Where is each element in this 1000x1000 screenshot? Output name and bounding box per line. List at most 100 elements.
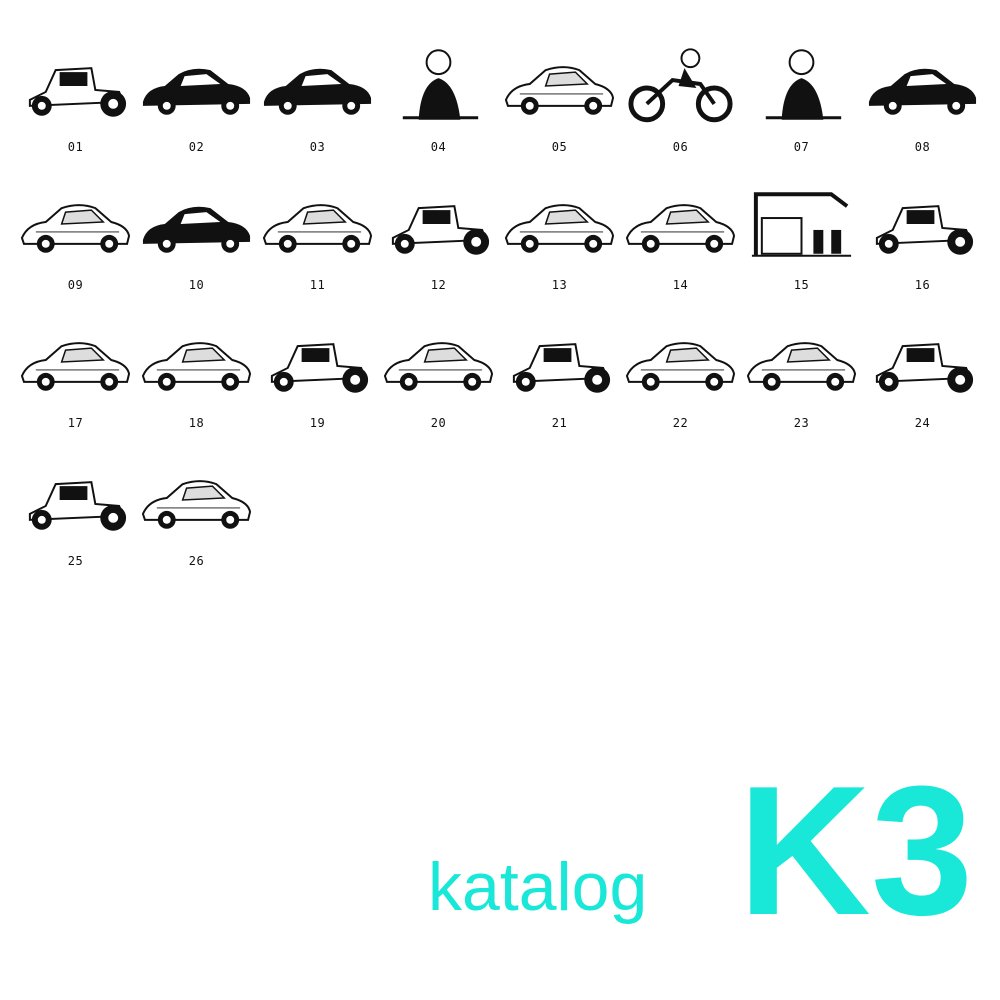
catalog-item-image xyxy=(500,40,619,132)
catalog-item-number: 03 xyxy=(309,140,326,154)
custom-merc-icon xyxy=(141,342,252,391)
gas-station-icon xyxy=(751,192,852,257)
catalog-item-image xyxy=(137,454,256,546)
catalog-item-number: 17 xyxy=(67,416,84,430)
catalog-item[interactable]: 24 xyxy=(862,316,983,454)
catalog-item-number: 23 xyxy=(793,416,810,430)
catalog-item-image xyxy=(137,40,256,132)
catalog-item-image xyxy=(742,40,861,132)
mechanic-with-tires-icon xyxy=(765,49,842,120)
catalog-item-image xyxy=(863,178,982,270)
catalog-item-number: 10 xyxy=(188,278,205,292)
catalog-item-number: 18 xyxy=(188,416,205,430)
catalog-item-number: 26 xyxy=(188,554,205,568)
car-on-cloud-icon xyxy=(142,206,251,253)
catalog-item-image xyxy=(742,316,861,408)
catalog-item[interactable]: 21 xyxy=(499,316,620,454)
catalog-item[interactable]: 18 xyxy=(136,316,257,454)
catalog-item-image xyxy=(137,178,256,270)
catalog-item-image xyxy=(258,40,377,132)
hotrod-roadster-icon xyxy=(391,205,490,255)
catalog-item-image xyxy=(379,40,498,132)
catalog-item[interactable]: 19 xyxy=(257,316,378,454)
three-window-coupe-icon xyxy=(270,343,369,393)
catalog-item-image xyxy=(500,178,619,270)
catalog-item-image xyxy=(621,316,740,408)
catalog-item[interactable]: 16 xyxy=(862,178,983,316)
catalog-grid: 01 02 03 04 05 06 07 08 09 10 11 12 13 14 15 16 17 18 19 20… xyxy=(15,40,983,592)
catalog-item-number: 02 xyxy=(188,140,205,154)
catalog-item[interactable]: 06 xyxy=(620,40,741,178)
catalog-item[interactable]: 26 xyxy=(136,454,257,592)
hotrod-dragster-icon xyxy=(28,67,127,117)
catalog-item-image xyxy=(621,40,740,132)
convertible-icon xyxy=(504,204,615,253)
catalog-item-image xyxy=(863,316,982,408)
catalog-item-image xyxy=(742,178,861,270)
catalog-row: 01 02 03 04 05 06 07 08 xyxy=(15,40,983,178)
catalog-item[interactable]: 02 xyxy=(136,40,257,178)
catalog-item-number: 14 xyxy=(672,278,689,292)
catalog-item-image xyxy=(621,178,740,270)
catalog-item-image xyxy=(16,454,135,546)
lowrider-sedan-icon xyxy=(142,68,251,115)
pickup-truck-icon xyxy=(504,66,615,115)
skeleton-rider-icon xyxy=(402,49,479,120)
catalog-item-number: 11 xyxy=(309,278,326,292)
catalog-item-image xyxy=(16,40,135,132)
fifties-sedan-icon xyxy=(383,342,494,391)
catalog-item-number: 08 xyxy=(914,140,931,154)
catalog-item-number: 22 xyxy=(672,416,689,430)
catalog-item-image xyxy=(16,178,135,270)
flaming-cars-icon xyxy=(141,480,252,529)
catalog-item[interactable]: 11 xyxy=(257,178,378,316)
hiboy-roadster-icon xyxy=(512,343,611,393)
catalog-item[interactable]: 07 xyxy=(741,40,862,178)
speed-coupe-icon xyxy=(625,342,736,391)
tudor-hotrod-icon xyxy=(28,481,127,531)
catalog-item[interactable]: 03 xyxy=(257,40,378,178)
catalog-row: 17 18 19 20 21 22 23 24 xyxy=(15,316,983,454)
catalog-code: K3 xyxy=(738,747,974,953)
catalog-item[interactable]: 09 xyxy=(15,178,136,316)
catalog-item[interactable]: 20 xyxy=(378,316,499,454)
model-a-hotrod-icon xyxy=(875,343,974,393)
catalog-item-number: 05 xyxy=(551,140,568,154)
catalog-item[interactable]: 15 xyxy=(741,178,862,316)
catalog-item-number: 07 xyxy=(793,140,810,154)
catalog-item-number: 24 xyxy=(914,416,931,430)
catalog-item-number: 21 xyxy=(551,416,568,430)
catalog-item-number: 04 xyxy=(430,140,447,154)
catalog-title: katalog xyxy=(428,849,648,925)
catalog-item[interactable]: 23 xyxy=(741,316,862,454)
catalog-item-number: 25 xyxy=(67,554,84,568)
catalog-item[interactable]: 04 xyxy=(378,40,499,178)
catalog-item[interactable]: 01 xyxy=(15,40,136,178)
catalog-item-image xyxy=(16,316,135,408)
catalog-item-number: 13 xyxy=(551,278,568,292)
catalog-item[interactable]: 10 xyxy=(136,178,257,316)
coupe-icon xyxy=(263,68,372,115)
catalog-item-number: 20 xyxy=(430,416,447,430)
catalog-item-number: 06 xyxy=(672,140,689,154)
catalog-item[interactable]: 05 xyxy=(499,40,620,178)
catalog-item[interactable]: 22 xyxy=(620,316,741,454)
sedan-delivery-icon xyxy=(20,342,131,391)
catalog-item[interactable]: 14 xyxy=(620,178,741,316)
catalog-item-number: 16 xyxy=(914,278,931,292)
woody-wagon-icon xyxy=(746,342,857,391)
ratrod-coupe-icon xyxy=(875,205,974,255)
chopper-motorcycle-icon xyxy=(628,48,733,123)
catalog-item[interactable]: 12 xyxy=(378,178,499,316)
catalog-item[interactable]: 08 xyxy=(862,40,983,178)
catalog-item[interactable]: 13 xyxy=(499,178,620,316)
catalog-item-image xyxy=(258,316,377,408)
catalog-item-number: 19 xyxy=(309,416,326,430)
catalog-item-number: 09 xyxy=(67,278,84,292)
streamliner-icon xyxy=(20,204,131,253)
catalog-item[interactable]: 17 xyxy=(15,316,136,454)
catalog-item-image xyxy=(863,40,982,132)
custom-cruiser-icon xyxy=(262,204,373,253)
catalog-item-image xyxy=(137,316,256,408)
catalog-item[interactable]: 25 xyxy=(15,454,136,592)
